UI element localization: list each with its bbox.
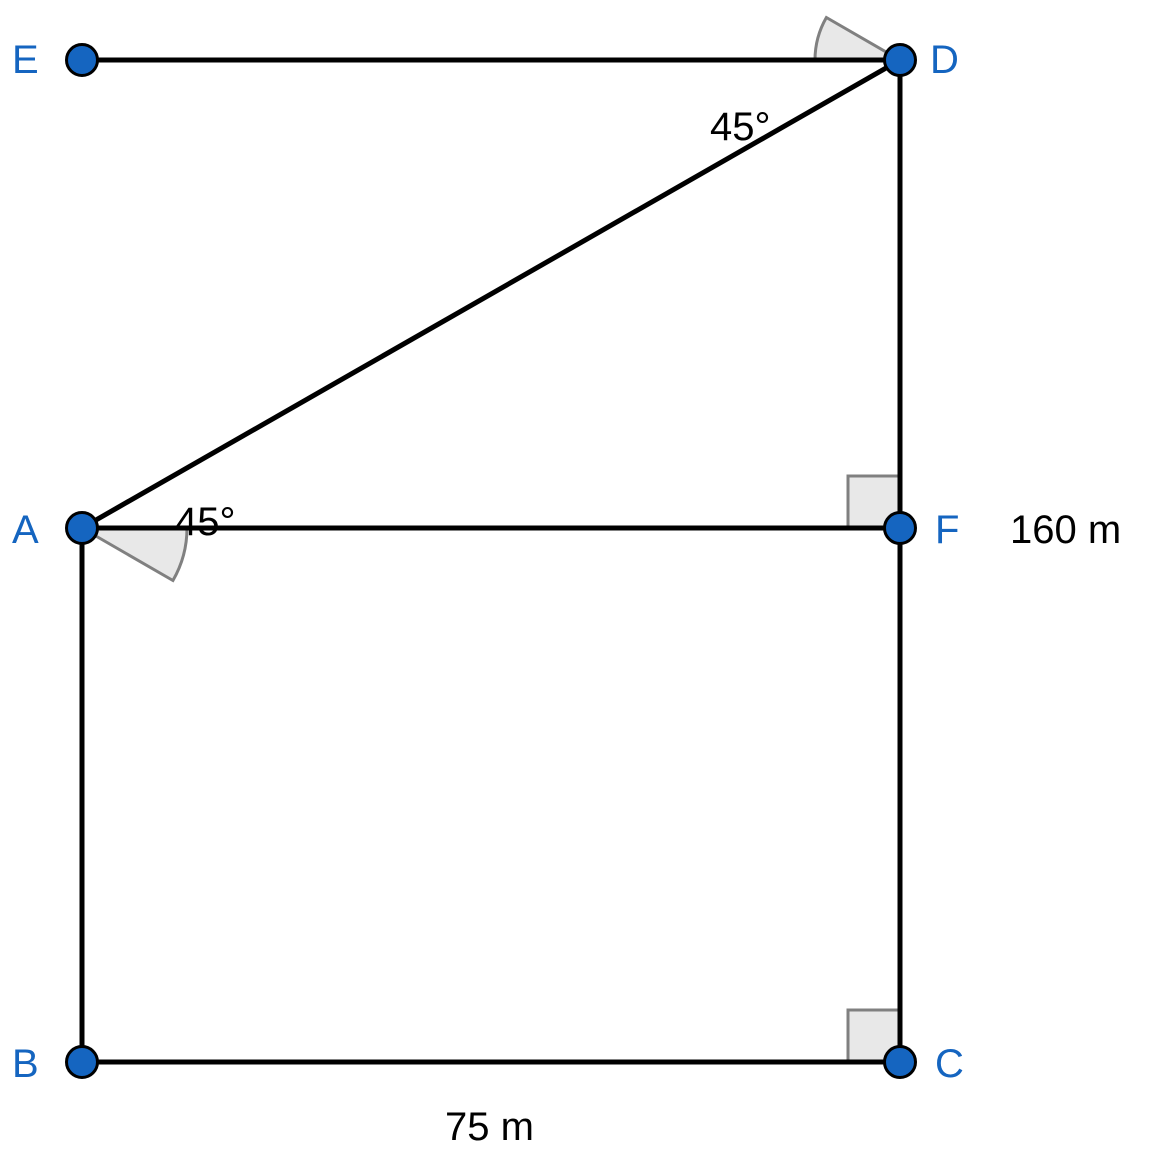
point-label-E: E xyxy=(12,38,39,83)
angle-label: 45° xyxy=(175,500,236,545)
measurement-label: 160 m xyxy=(1010,508,1121,553)
point xyxy=(885,45,916,76)
segment xyxy=(82,60,900,528)
point xyxy=(885,513,916,544)
point-label-F: F xyxy=(935,508,959,553)
geometry-diagram xyxy=(0,0,1175,1142)
measurement-label: 75 m xyxy=(445,1105,534,1150)
angle-arc xyxy=(82,528,187,581)
point-label-B: B xyxy=(12,1042,39,1087)
point-label-A: A xyxy=(12,508,39,553)
point xyxy=(67,513,98,544)
angle-label: 45° xyxy=(710,105,771,150)
point xyxy=(885,1047,916,1078)
point xyxy=(67,45,98,76)
point-label-D: D xyxy=(930,38,959,83)
point-label-C: C xyxy=(935,1042,964,1087)
point xyxy=(67,1047,98,1078)
